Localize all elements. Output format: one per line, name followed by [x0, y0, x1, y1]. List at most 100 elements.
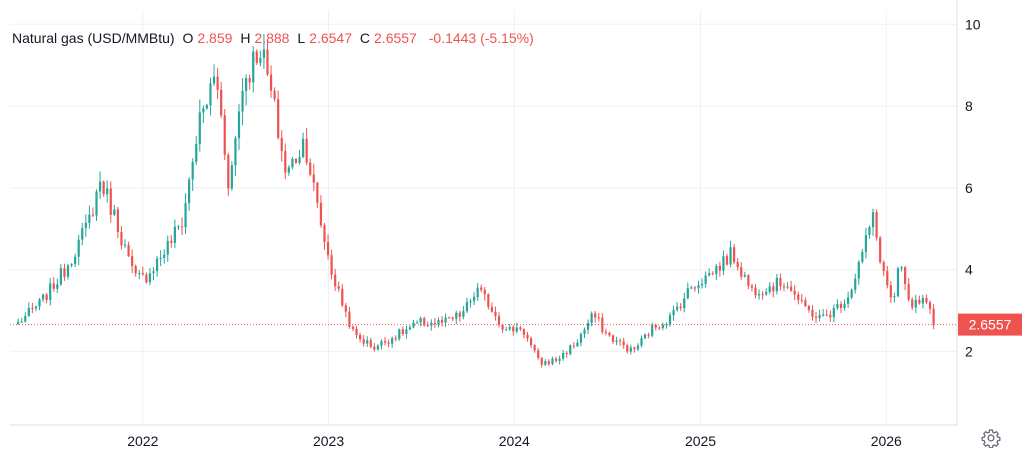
candle-body [829, 314, 832, 318]
candle-body [330, 255, 333, 275]
candle-body [733, 247, 736, 263]
candle-body [718, 265, 721, 271]
candle-body [259, 58, 262, 63]
candle-body [790, 286, 793, 291]
candle-body [889, 285, 892, 298]
candle-body [583, 329, 586, 335]
candle-body [109, 188, 112, 215]
y-tick-label: 8 [965, 98, 973, 114]
candle-body [230, 165, 233, 189]
candle-body [647, 334, 650, 336]
y-tick-label: 2 [965, 343, 973, 359]
candle-body [636, 345, 640, 350]
candle-body [651, 324, 654, 336]
candle-body [426, 325, 429, 327]
candle-body [455, 312, 458, 319]
candle-body [736, 262, 739, 268]
candle-body [501, 324, 504, 330]
candle-body [444, 317, 447, 323]
candle-body [697, 285, 700, 289]
candle-body [266, 49, 269, 75]
candle-body [437, 319, 440, 324]
candle-body [373, 346, 376, 350]
close-value: 2.6557 [374, 30, 417, 46]
candle-body [56, 284, 59, 289]
candle-body [611, 335, 615, 342]
candle-body [640, 338, 643, 346]
candle-body [497, 316, 501, 325]
candle-body [569, 345, 572, 355]
candle-body [24, 315, 27, 322]
candle-body [594, 313, 597, 318]
candle-body [131, 256, 134, 266]
candle-body [864, 235, 868, 253]
candle-body [280, 137, 283, 152]
candle-body [106, 188, 109, 195]
gear-icon[interactable] [981, 428, 1001, 449]
chart-axes [10, 0, 958, 426]
x-tick-label: 2024 [499, 433, 530, 449]
candle-body [704, 275, 707, 284]
candle-body [408, 327, 412, 330]
candle-body [469, 301, 472, 303]
candle-body [608, 332, 611, 336]
candle-body [750, 285, 754, 288]
candle-body [195, 144, 198, 162]
candle-body [17, 321, 20, 325]
candle-body [31, 307, 34, 309]
candle-body [205, 105, 209, 109]
candle-body [693, 287, 697, 289]
candle-body [66, 265, 70, 277]
candle-body [387, 342, 390, 344]
candle-body [166, 240, 169, 255]
candle-body [141, 273, 144, 275]
candle-body [430, 322, 433, 326]
candle-body [134, 265, 137, 274]
candle-body [287, 167, 290, 173]
candle-body [747, 275, 750, 286]
candle-body [248, 78, 251, 83]
candle-body [326, 242, 330, 256]
candle-body [77, 239, 80, 257]
candle-body [925, 298, 928, 303]
candle-body [576, 342, 579, 347]
candle-body [519, 327, 522, 330]
candle-body [494, 311, 497, 317]
candle-body [483, 289, 486, 295]
candle-body [708, 273, 711, 276]
candle-body [309, 162, 312, 175]
candle-body [544, 361, 547, 365]
candle-body [344, 305, 347, 312]
candle-body [191, 161, 194, 180]
candle-body [729, 247, 732, 265]
candle-body [800, 299, 803, 301]
candle-body [188, 179, 191, 204]
y-tick-label: 6 [965, 180, 973, 196]
x-axis-labels: 2022 2023 2024 2025 2026 [127, 433, 902, 449]
candle-body [220, 89, 223, 116]
candle-body [70, 264, 73, 266]
candle-body [433, 322, 437, 324]
y-tick-label: 10 [965, 16, 981, 32]
candle-body [476, 287, 479, 297]
candle-body [316, 182, 319, 203]
candle-body [380, 341, 383, 346]
candle-body [63, 268, 66, 277]
candle-body [558, 358, 561, 361]
candle-body [690, 287, 693, 289]
candle-body [529, 338, 533, 346]
candle-body [423, 318, 426, 326]
candle-body [626, 345, 629, 352]
candle-body [818, 314, 821, 318]
candle-body [604, 332, 607, 334]
candle-body [383, 341, 387, 343]
candle-body [41, 294, 45, 300]
candle-body [579, 334, 583, 343]
candle-body [572, 345, 575, 347]
x-tick-label: 2022 [127, 433, 158, 449]
candle-body [262, 49, 266, 59]
candle-body [173, 226, 176, 243]
candle-body [907, 283, 910, 300]
candle-body [505, 329, 508, 331]
candle-body [91, 214, 95, 216]
